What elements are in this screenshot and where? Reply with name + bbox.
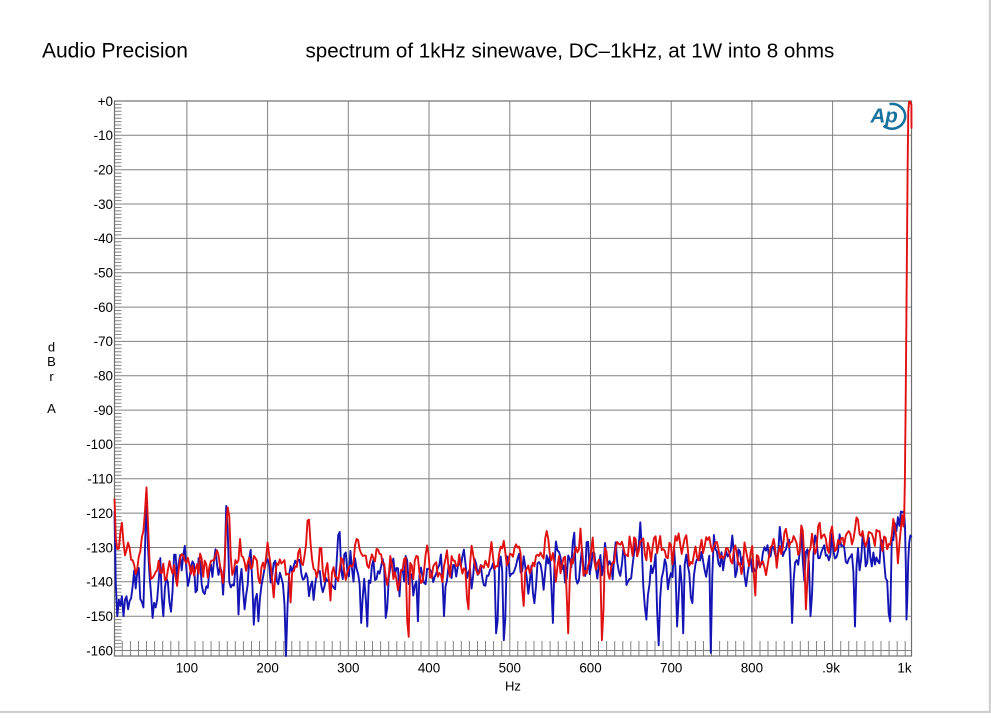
svg-text:-40: -40 (94, 231, 113, 246)
svg-text:B: B (47, 354, 56, 369)
svg-text:spectrum of 1kHz sinewave, DC–: spectrum of 1kHz sinewave, DC–1kHz, at 1… (306, 40, 835, 63)
svg-text:-150: -150 (86, 609, 113, 624)
svg-text:700: 700 (660, 661, 682, 676)
svg-text:-30: -30 (94, 197, 113, 212)
svg-text:Ap: Ap (870, 104, 898, 127)
svg-text:100: 100 (176, 661, 198, 676)
svg-text:-10: -10 (94, 128, 113, 143)
svg-text:500: 500 (499, 661, 521, 676)
svg-text:Hz: Hz (505, 679, 521, 694)
svg-text:-90: -90 (94, 403, 113, 418)
svg-text:r: r (49, 369, 54, 384)
svg-text:+0: +0 (98, 94, 113, 109)
svg-text:-50: -50 (94, 266, 113, 281)
svg-text:Audio Precision: Audio Precision (42, 40, 188, 63)
svg-text:-110: -110 (87, 472, 113, 487)
svg-text:-20: -20 (94, 163, 113, 178)
svg-text:1k: 1k (897, 661, 911, 676)
svg-text:-120: -120 (86, 506, 113, 521)
svg-text:-140: -140 (86, 575, 113, 590)
svg-text:300: 300 (337, 661, 359, 676)
svg-text:A: A (47, 401, 56, 416)
svg-text:-80: -80 (94, 369, 113, 384)
svg-text:400: 400 (418, 661, 440, 676)
svg-text:200: 200 (256, 661, 278, 676)
svg-text:-100: -100 (86, 437, 113, 452)
svg-text:-160: -160 (86, 643, 113, 658)
svg-text:d: d (48, 340, 55, 355)
svg-text:600: 600 (579, 661, 601, 676)
svg-text:-60: -60 (94, 300, 113, 315)
svg-text:-130: -130 (86, 540, 113, 555)
svg-text:.9k: .9k (822, 661, 840, 676)
svg-text:800: 800 (741, 661, 763, 676)
svg-text:-70: -70 (94, 334, 113, 349)
